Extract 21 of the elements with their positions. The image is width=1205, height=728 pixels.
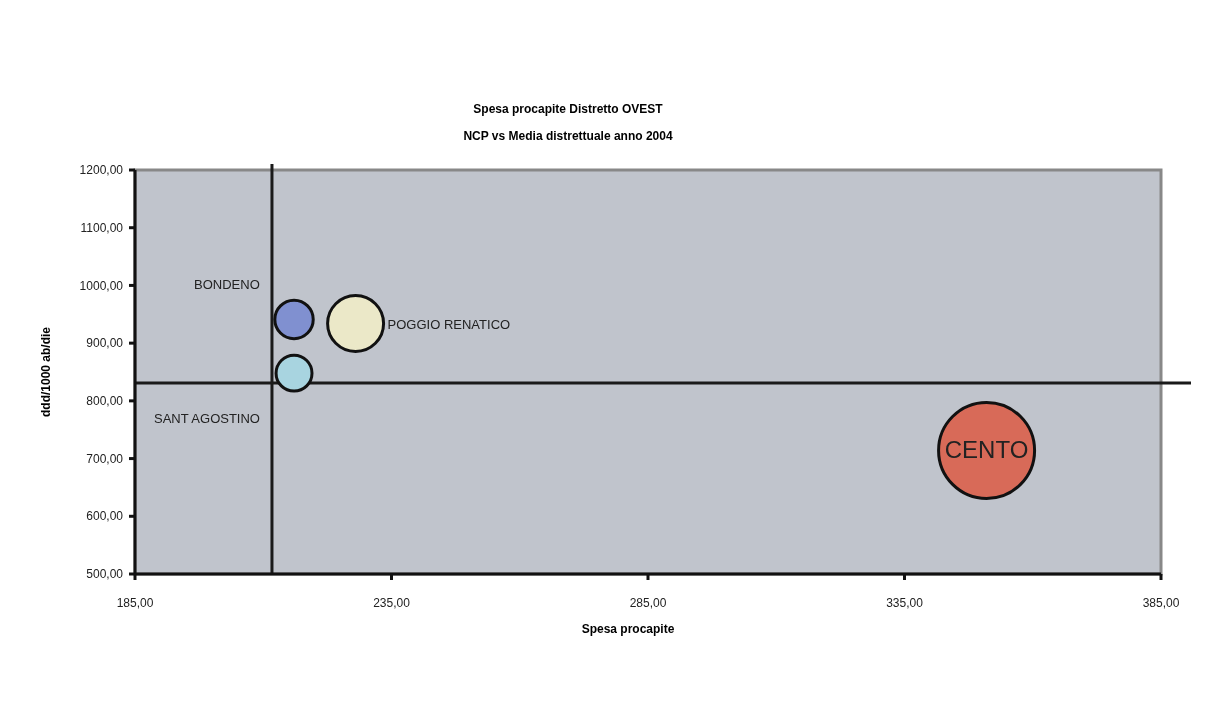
- y-tick-label: 1100,00: [80, 220, 124, 235]
- x-tick-label: 285,00: [629, 596, 667, 610]
- series-label: CENTO: [944, 436, 1029, 464]
- y-tick-label: 800,00: [86, 394, 124, 409]
- y-tick-label: 500,00: [86, 567, 124, 582]
- text: SANT AGOSTINO: [154, 411, 260, 427]
- x-axis-title: Spesa procapite: [581, 622, 675, 636]
- y-axis-title: ddd/1000 ab/die: [39, 326, 53, 418]
- y-tick-label: 700,00: [86, 451, 124, 466]
- series-label: POGGIO RENATICO: [387, 316, 511, 332]
- y-tick-label: 600,00: [86, 509, 124, 524]
- chart-title: Spesa procapite Distretto OVEST: [473, 102, 664, 116]
- x-tick-label: 385,00: [1142, 596, 1180, 610]
- y-tick-label: 1200,00: [79, 163, 124, 178]
- x-tick-label: 335,00: [886, 596, 924, 610]
- chart-subtitle: NCP vs Media distrettuale anno 2004: [463, 129, 673, 143]
- y-tick-label: 1000,00: [79, 278, 124, 293]
- series-label: BONDENO: [194, 277, 260, 293]
- x-tick-label: 235,00: [373, 596, 411, 610]
- y-tick-label: 900,00: [86, 336, 124, 351]
- x-tick-label: 185,00: [116, 596, 154, 610]
